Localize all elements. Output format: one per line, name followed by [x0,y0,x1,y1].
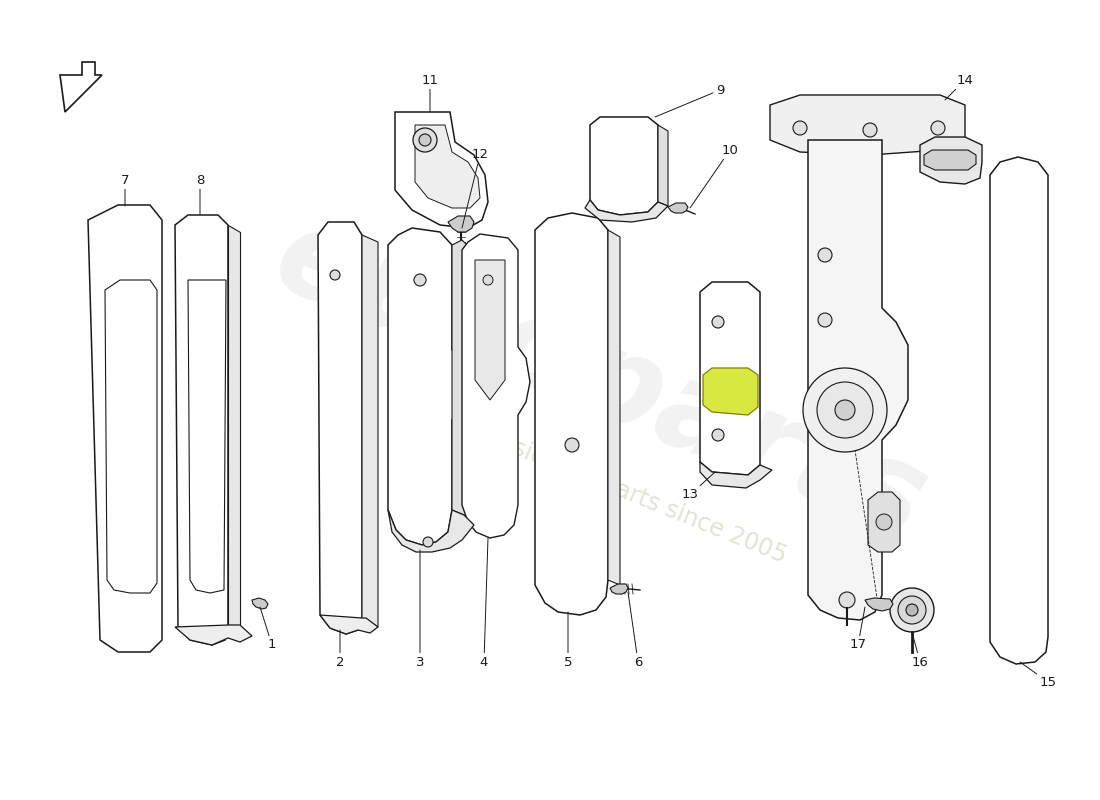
Polygon shape [188,280,226,593]
Polygon shape [924,150,976,170]
Polygon shape [448,216,474,232]
Text: 7: 7 [121,174,130,206]
Circle shape [818,313,832,327]
Polygon shape [475,260,505,400]
Text: 1: 1 [260,607,276,651]
Circle shape [424,537,433,547]
Text: a passion for parts since 2005: a passion for parts since 2005 [450,412,790,568]
Circle shape [712,316,724,328]
Polygon shape [590,117,658,215]
Text: 14: 14 [945,74,974,100]
Circle shape [817,382,873,438]
Polygon shape [585,200,668,222]
Text: 13: 13 [682,472,715,502]
Text: 10: 10 [690,143,738,208]
Polygon shape [668,203,688,213]
Circle shape [565,438,579,452]
Circle shape [412,128,437,152]
Polygon shape [610,584,628,594]
Polygon shape [868,492,900,552]
Circle shape [906,604,918,616]
Text: 2: 2 [336,630,344,669]
Polygon shape [990,157,1048,664]
Polygon shape [808,140,908,620]
Polygon shape [452,240,474,525]
Polygon shape [865,598,893,611]
Circle shape [818,248,832,262]
Text: 17: 17 [849,607,867,651]
Polygon shape [770,95,965,155]
Polygon shape [388,510,474,552]
Text: 11: 11 [421,74,439,112]
Polygon shape [252,598,268,609]
Circle shape [839,592,855,608]
Polygon shape [104,280,157,593]
Circle shape [712,429,724,441]
Circle shape [330,270,340,280]
Polygon shape [60,62,102,112]
Polygon shape [362,235,378,627]
Polygon shape [703,368,758,415]
Circle shape [835,400,855,420]
Text: 15: 15 [1020,662,1056,689]
Polygon shape [88,205,162,652]
Text: 5: 5 [563,612,572,669]
Polygon shape [700,282,760,475]
Circle shape [414,274,426,286]
Polygon shape [608,230,620,585]
Circle shape [876,514,892,530]
Polygon shape [920,137,982,184]
Circle shape [483,275,493,285]
Circle shape [793,121,807,135]
Polygon shape [700,462,772,488]
Circle shape [803,368,887,452]
Text: 16: 16 [912,632,928,669]
Text: 6: 6 [628,592,642,669]
Polygon shape [175,215,228,645]
Circle shape [419,134,431,146]
Polygon shape [535,213,608,615]
Circle shape [931,121,945,135]
Polygon shape [658,125,668,206]
Text: 12: 12 [462,149,488,228]
Polygon shape [318,222,362,634]
Polygon shape [175,625,252,645]
Polygon shape [415,125,480,208]
Polygon shape [462,234,530,538]
Circle shape [890,588,934,632]
Text: 8: 8 [196,174,205,214]
Polygon shape [395,112,488,228]
Polygon shape [388,228,466,545]
Text: 3: 3 [416,550,425,669]
Polygon shape [320,615,378,634]
Text: 9: 9 [654,83,724,117]
Text: 4: 4 [480,538,488,669]
Text: europarts: europarts [257,194,943,566]
Circle shape [864,123,877,137]
Circle shape [898,596,926,624]
Polygon shape [228,225,240,625]
